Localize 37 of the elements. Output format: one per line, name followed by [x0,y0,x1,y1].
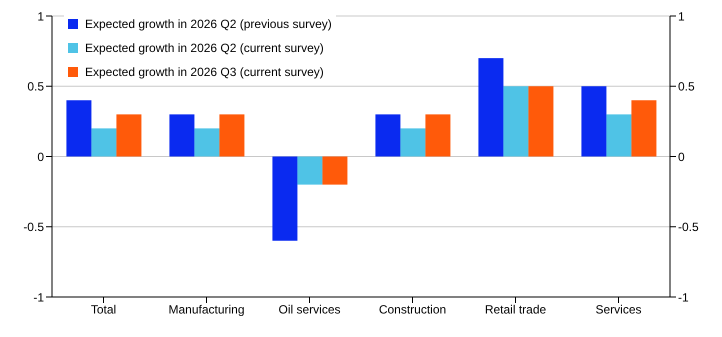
x-tick-label: Manufacturing [168,302,245,317]
y2-tick-label: 0 [678,150,685,164]
bar [169,114,194,156]
bar [581,86,606,156]
y-tick-label: 0 [37,150,44,164]
legend-label: Expected growth in 2026 Q2 (current survey) [85,40,324,57]
x-tick-label: Total [90,302,116,317]
y-tick-label: 1 [37,9,44,24]
x-tick-label: Oil services [278,302,341,317]
legend-label: Expected growth in 2026 Q3 (current survey) [85,64,324,81]
bar [400,128,426,156]
y-tick-label: -0.5 [23,220,44,234]
bar [116,114,142,156]
y2-tick-label: 0.5 [678,80,696,94]
x-tick-label: Retail trade [484,302,547,317]
bar [375,114,400,156]
bar [297,156,322,185]
bar [631,100,656,156]
x-tick-label: Services [595,302,642,317]
bar [503,86,528,156]
bar [66,100,92,156]
x-tick-label: Construction [378,302,446,317]
bar [91,128,116,156]
y2-tick-label: -0.5 [678,220,700,234]
y-tick-label: -1 [33,290,44,304]
bar [425,114,450,156]
bar [478,58,504,156]
y2-tick-label: -1 [678,290,689,304]
legend-label: Expected growth in 2026 Q2 (previous survey) [85,16,332,33]
bar [528,86,554,156]
bar [272,156,298,241]
bar [219,114,244,156]
y-tick-label: 0.5 [27,80,44,94]
bar [194,128,220,156]
y2-tick-label: 1 [678,9,685,24]
bar [606,114,632,156]
bar [322,156,348,185]
